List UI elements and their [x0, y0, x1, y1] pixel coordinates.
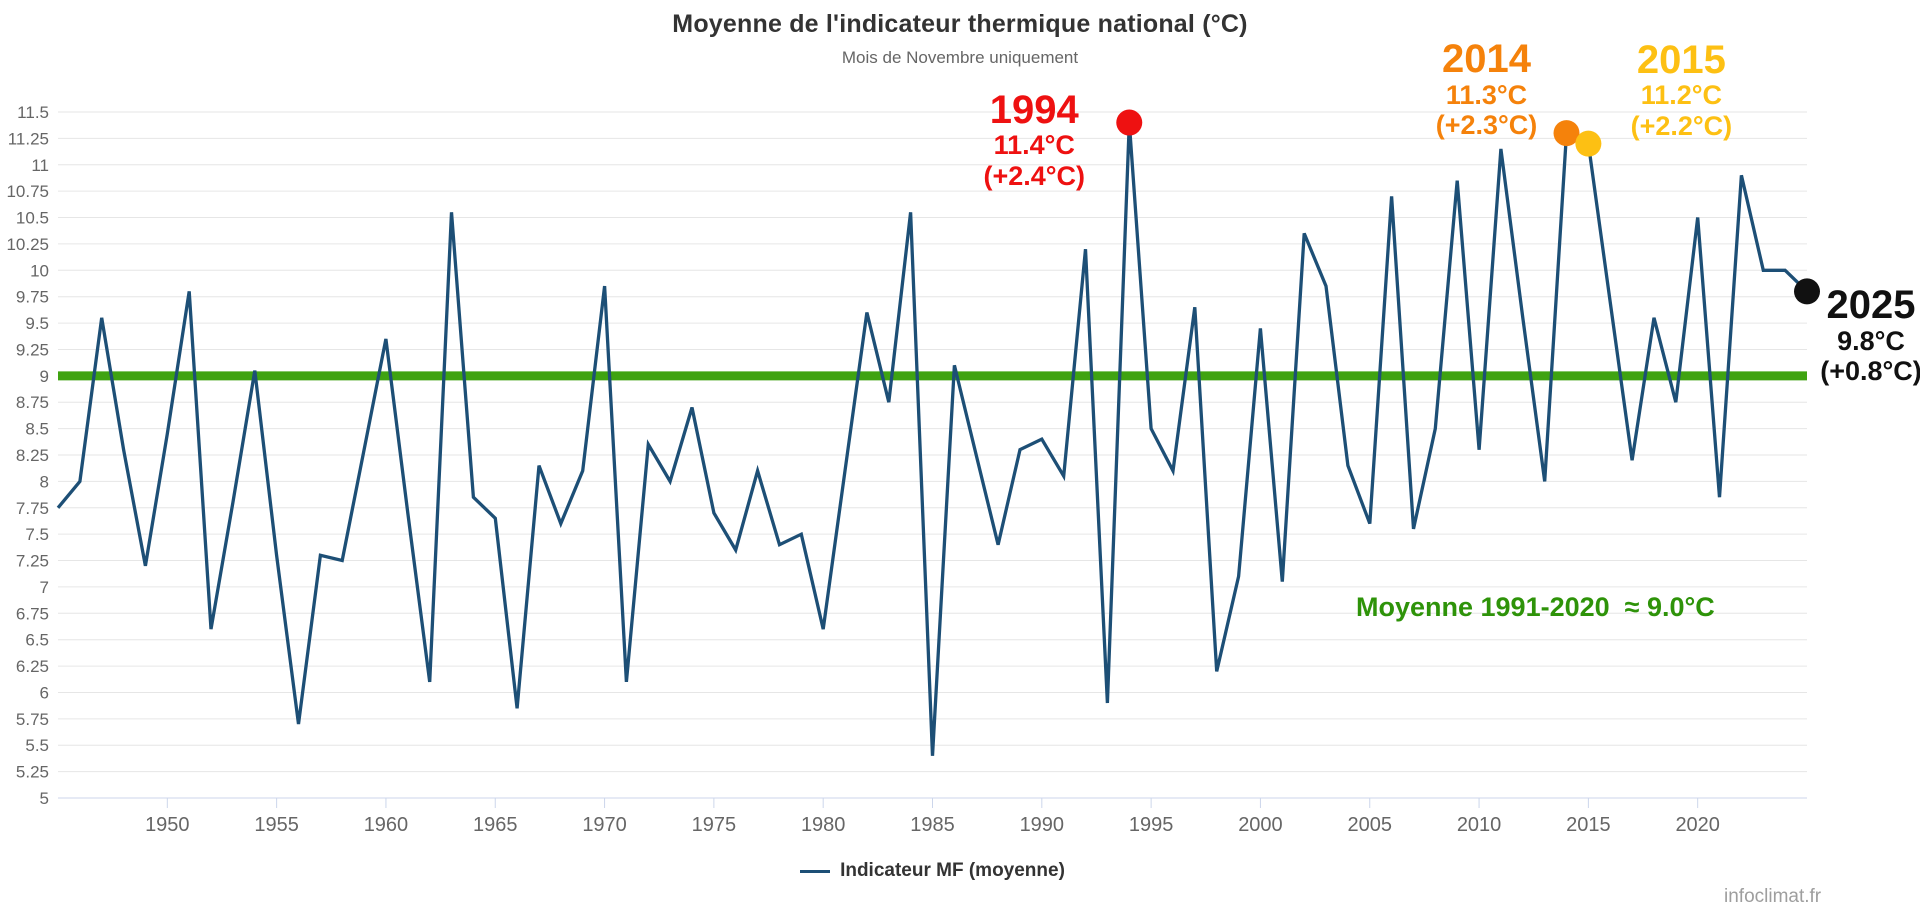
svg-text:6: 6: [40, 683, 49, 702]
annotation-2014: 2014 11.3°C (+2.3°C): [1436, 39, 1538, 140]
svg-text:9: 9: [40, 367, 49, 386]
svg-text:5.5: 5.5: [25, 736, 49, 755]
annotation-1994-anomaly: (+2.4°C): [983, 160, 1086, 191]
svg-text:9.5: 9.5: [25, 314, 49, 333]
svg-text:9.25: 9.25: [16, 340, 49, 359]
marker-2015[interactable]: [1575, 130, 1602, 157]
marker-2014[interactable]: [1553, 120, 1580, 147]
annotation-2025: 2025 9.8°C (+0.8°C): [1820, 285, 1920, 386]
annotation-2014-anomaly: (+2.3°C): [1435, 110, 1538, 141]
svg-text:10: 10: [30, 261, 49, 280]
chart-title: Moyenne de l'indicateur thermique nation…: [672, 10, 1248, 38]
svg-text:2015: 2015: [1566, 814, 1611, 836]
marker-2025[interactable]: [1794, 278, 1820, 305]
year-markers[interactable]: [1116, 109, 1820, 305]
svg-text:11.5: 11.5: [17, 103, 49, 122]
svg-text:1975: 1975: [692, 814, 737, 836]
svg-text:2020: 2020: [1675, 814, 1720, 836]
annotation-2014-temp: 11.3°C: [1445, 79, 1528, 110]
annotation-1994-temp: 11.4°C: [993, 130, 1075, 161]
mean-line-label: Moyenne 1991-2020 ≈ 9.0°C: [1356, 592, 1715, 622]
annotation-2014-year: 2014: [1442, 37, 1531, 82]
svg-text:1965: 1965: [473, 814, 518, 836]
legend-label: Indicateur MF (moyenne): [840, 860, 1065, 881]
svg-text:11.25: 11.25: [8, 129, 49, 148]
chart-subtitle: Mois de Novembre uniquement: [841, 48, 1079, 67]
annotation-2015-year: 2015: [1636, 37, 1726, 82]
annotation-2015: 2015 11.2°C (+2.2°C): [1630, 37, 1733, 141]
annotation-1994: 1994 11.4°C (+2.4°C): [983, 87, 1086, 191]
svg-text:8.5: 8.5: [25, 420, 49, 439]
annotation-1994-year: 1994: [989, 87, 1079, 132]
svg-text:5.25: 5.25: [16, 763, 49, 782]
annotation-2025-temp: 9.8°C: [1837, 326, 1905, 357]
annotation-2025-year: 2025: [1826, 283, 1916, 328]
svg-text:1990: 1990: [1020, 814, 1065, 836]
series-line-indicateur-mf[interactable]: [56, 122, 1809, 756]
svg-text:8.75: 8.75: [16, 393, 49, 412]
svg-text:1980: 1980: [801, 814, 846, 836]
svg-text:2000: 2000: [1238, 814, 1283, 836]
annotation-2015-anomaly: (+2.2°C): [1630, 110, 1733, 141]
svg-text:5.75: 5.75: [16, 710, 49, 729]
svg-text:1985: 1985: [910, 814, 955, 836]
svg-text:7.5: 7.5: [25, 525, 49, 544]
svg-text:7.25: 7.25: [16, 552, 49, 571]
y-axis-labels: 5 5.25 5.5 5.75 6 6.25 6.5 6.75 7 7.25 7.5 7.75 8 8.2…: [6, 103, 49, 808]
watermark-infoclimat: infoclimat.fr: [1724, 886, 1822, 907]
svg-text:1960: 1960: [364, 814, 409, 836]
svg-text:2005: 2005: [1348, 814, 1393, 836]
svg-text:6.75: 6.75: [16, 604, 49, 623]
legend-item-indicateur-mf[interactable]: Indicateur MF (moyenne): [800, 860, 1065, 882]
grid-lines: [58, 111, 1807, 799]
legend-line-swatch: [800, 869, 831, 873]
x-axis: 1950 1955 1960 1965 1970 1975 1980 1985 1990 1995…: [58, 797, 1807, 836]
svg-text:10.75: 10.75: [6, 182, 49, 201]
annotation-2015-temp: 11.2°C: [1640, 80, 1723, 111]
plot-area[interactable]: 5 5.25 5.5 5.75 6 6.25 6.5 6.75 7 7.25 7.5 7.75 8 8.2…: [0, 0, 1920, 860]
svg-text:1955: 1955: [254, 814, 299, 836]
svg-text:6.25: 6.25: [16, 657, 49, 676]
svg-text:7: 7: [40, 578, 49, 597]
svg-text:1950: 1950: [145, 814, 190, 836]
svg-text:11: 11: [31, 156, 49, 175]
svg-text:9.75: 9.75: [16, 288, 49, 307]
marker-1994[interactable]: [1116, 109, 1143, 136]
svg-text:8.25: 8.25: [16, 446, 49, 465]
svg-text:2010: 2010: [1457, 814, 1502, 836]
svg-text:1995: 1995: [1129, 814, 1174, 836]
svg-text:10.25: 10.25: [6, 235, 49, 254]
svg-text:8: 8: [40, 472, 49, 491]
svg-text:7.75: 7.75: [16, 499, 49, 518]
legend: Indicateur MF (moyenne): [58, 860, 1807, 882]
svg-text:5: 5: [40, 789, 49, 808]
svg-text:10.5: 10.5: [16, 209, 49, 228]
annotation-2025-anomaly: (+0.8°C): [1820, 356, 1920, 387]
svg-text:1970: 1970: [582, 814, 627, 836]
svg-text:6.5: 6.5: [25, 631, 49, 650]
